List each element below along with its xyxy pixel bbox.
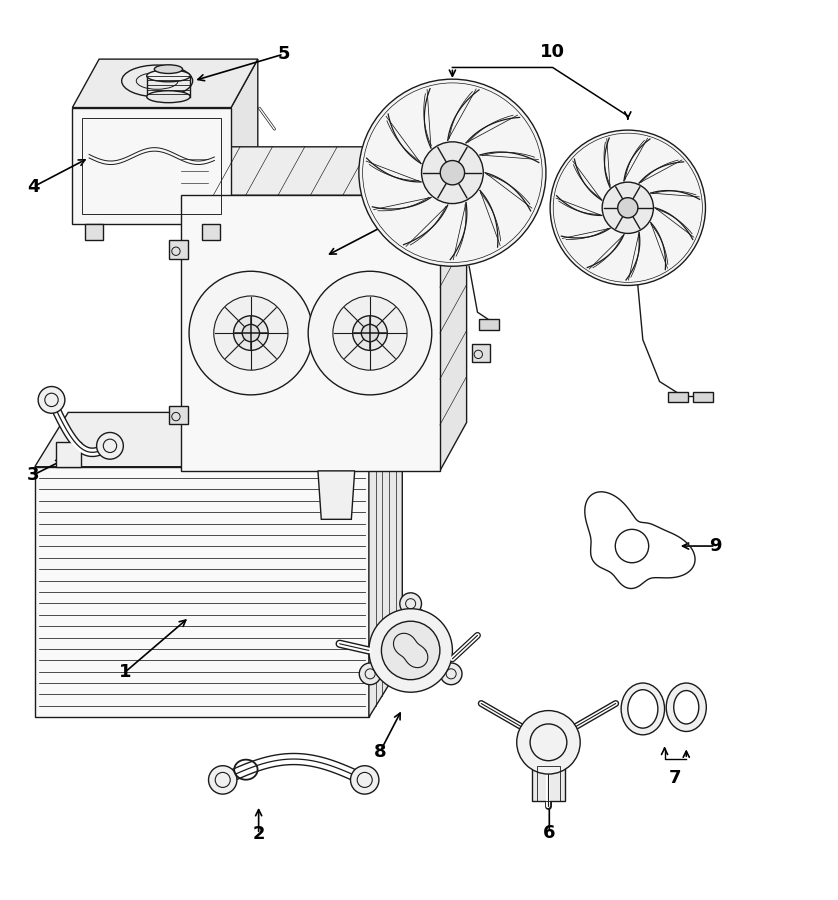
Circle shape	[39, 386, 65, 413]
Ellipse shape	[147, 91, 190, 103]
Text: 6: 6	[543, 824, 556, 842]
Text: 5: 5	[277, 45, 290, 63]
Bar	[169, 406, 188, 424]
Circle shape	[353, 316, 387, 350]
Bar	[532, 766, 565, 801]
Ellipse shape	[674, 690, 699, 724]
Circle shape	[440, 160, 464, 184]
Text: 1: 1	[119, 663, 132, 681]
Text: 11: 11	[377, 214, 402, 232]
Polygon shape	[318, 471, 354, 519]
Circle shape	[440, 663, 462, 685]
Polygon shape	[369, 412, 402, 717]
Ellipse shape	[154, 65, 183, 74]
Circle shape	[603, 182, 654, 233]
Circle shape	[350, 766, 379, 794]
Circle shape	[189, 271, 313, 395]
Circle shape	[618, 198, 638, 218]
Ellipse shape	[147, 70, 190, 82]
Bar	[693, 392, 713, 401]
Circle shape	[209, 766, 237, 794]
Circle shape	[400, 593, 422, 615]
Polygon shape	[35, 412, 402, 467]
Circle shape	[615, 529, 649, 562]
Bar	[82, 118, 221, 214]
Circle shape	[308, 271, 432, 395]
Circle shape	[517, 711, 580, 774]
Circle shape	[96, 433, 123, 459]
Polygon shape	[181, 147, 467, 195]
Bar	[472, 344, 490, 362]
Circle shape	[361, 324, 379, 342]
Circle shape	[381, 621, 440, 680]
Bar	[472, 192, 490, 211]
Text: 7: 7	[670, 770, 681, 788]
Text: 2: 2	[252, 825, 265, 843]
Bar	[181, 195, 440, 471]
Circle shape	[242, 324, 260, 342]
Text: 3: 3	[27, 466, 39, 484]
Bar	[169, 240, 188, 258]
Bar	[479, 319, 499, 329]
Text: 9: 9	[709, 537, 722, 555]
Polygon shape	[231, 59, 258, 224]
Circle shape	[550, 130, 706, 285]
Bar	[202, 224, 220, 239]
Circle shape	[234, 316, 268, 350]
Bar	[668, 392, 688, 401]
Circle shape	[359, 79, 546, 266]
Text: 4: 4	[27, 178, 39, 196]
Bar	[85, 224, 103, 239]
Circle shape	[369, 608, 453, 692]
Text: 10: 10	[541, 43, 565, 61]
Circle shape	[360, 663, 381, 685]
Bar	[72, 108, 231, 224]
Ellipse shape	[666, 683, 706, 732]
Polygon shape	[72, 59, 258, 108]
Ellipse shape	[621, 683, 665, 734]
Bar	[55, 442, 80, 467]
Ellipse shape	[628, 689, 658, 728]
Bar	[35, 467, 369, 717]
Text: 8: 8	[374, 743, 386, 761]
Circle shape	[333, 296, 407, 370]
Circle shape	[214, 296, 288, 370]
Bar	[537, 766, 560, 801]
Circle shape	[422, 142, 484, 203]
Polygon shape	[440, 147, 467, 471]
